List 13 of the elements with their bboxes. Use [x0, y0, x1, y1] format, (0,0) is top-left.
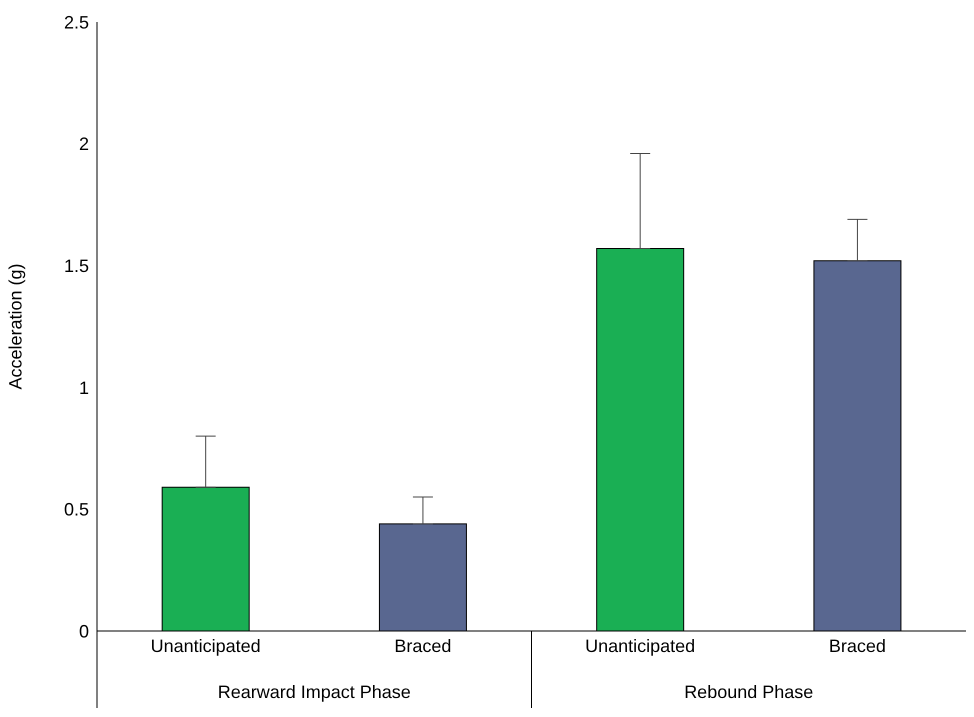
x-tick-label: Braced: [828, 636, 886, 656]
y-axis-title: Acceleration (g): [5, 263, 26, 390]
x-tick-label: Braced: [394, 636, 452, 656]
y-tick-label: 2: [78, 134, 89, 154]
y-tick-label: 1.5: [64, 256, 89, 276]
y-tick-label: 2.5: [64, 12, 89, 32]
text: Rebound Phase: [684, 682, 814, 702]
y-tick-label: 0.5: [64, 500, 89, 520]
y-tick-label: 1: [78, 378, 89, 398]
x-tick-label: Unanticipated: [585, 636, 696, 656]
y-tick-label: 0: [78, 621, 89, 642]
text: Rearward Impact Phase: [218, 682, 411, 702]
x-tick-label: Unanticipated: [150, 636, 261, 656]
